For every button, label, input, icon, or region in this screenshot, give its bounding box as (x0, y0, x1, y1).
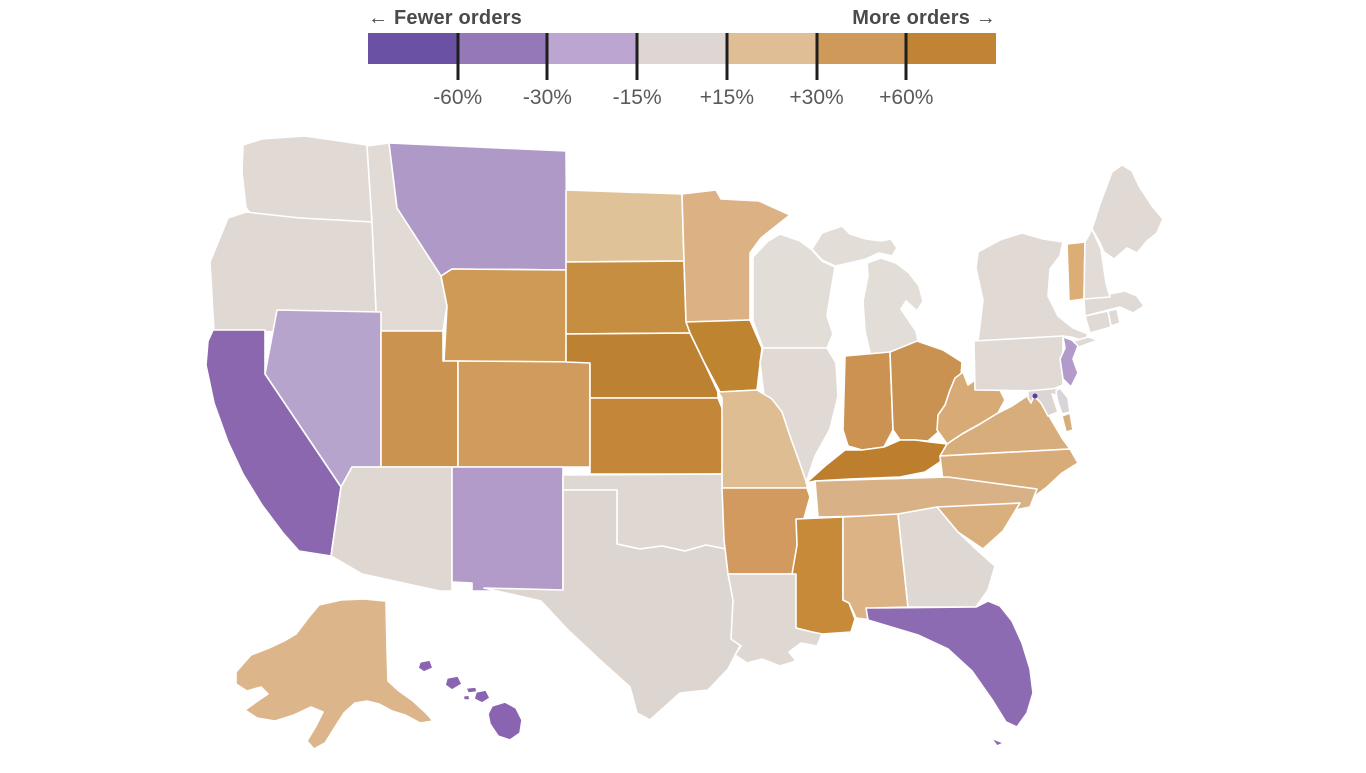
legend-tick-+15% (725, 33, 729, 80)
legend-tick-label--30%: -30% (522, 86, 572, 109)
legend-tick-+30% (815, 33, 819, 80)
state-florida-keys[interactable]: Florida: -60% to -30% (990, 737, 1005, 747)
legend-tick--15% (635, 33, 639, 80)
legend-bin-1 (368, 33, 458, 64)
state-virginia[interactable]: Virginia: +15% to +30% (939, 393, 1071, 457)
state-alabama[interactable]: Alabama: +15% to +30% (842, 513, 909, 621)
state-alaska[interactable]: Alaska: +15% to +30% (235, 598, 434, 750)
state-vermont[interactable]: Vermont: +15% to +30% (1066, 241, 1086, 302)
state-north-dakota[interactable]: North Dakota: +15% to +30% (565, 189, 685, 263)
legend-bin-7 (906, 33, 997, 64)
state-hawaii-maui[interactable]: Hawaii: -60% to -30% (473, 689, 491, 704)
state-new-mexico[interactable]: New Mexico: -30% to -15% (451, 466, 564, 592)
state-colorado[interactable]: Colorado: +30% to +60% (457, 360, 591, 468)
legend-bin-2 (457, 33, 548, 64)
state-kansas[interactable]: Kansas: above +60% (589, 397, 725, 475)
legend-tick--30% (545, 33, 549, 80)
state-indiana[interactable]: Indiana: +30% to +60% (842, 351, 894, 451)
state-south-carolina[interactable]: South Carolina: +15% to +30% (936, 502, 1021, 550)
state-minnesota[interactable]: Minnesota: +15% to +30% (681, 189, 791, 323)
state-california[interactable]: California: -60% to -30% (205, 329, 342, 557)
legend-tick-label--15%: -15% (612, 86, 662, 109)
legend-left-label: ← Fewer orders (368, 7, 522, 29)
legend-direction-labels: ← Fewer orders More orders → (368, 6, 996, 30)
state-arizona[interactable]: Arizona: -15% to +15% (330, 466, 453, 592)
state-rhode-island[interactable]: Rhode Island: -15% to +15% (1107, 308, 1121, 327)
legend-tick-label--60%: -60% (433, 86, 483, 109)
state-michigan-lower-peninsula[interactable]: Michigan: -15% to +15% (862, 257, 924, 358)
state-south-dakota[interactable]: South Dakota: above +60% (565, 260, 691, 335)
state-washington[interactable]: Washington: -15% to +15% (241, 135, 373, 223)
state-new-jersey[interactable]: New Jersey: -30% to -15% (1059, 336, 1079, 388)
state-hawaii-lanai[interactable]: Hawaii: -60% to -30% (462, 694, 471, 701)
legend-right-label: More orders → (852, 7, 996, 29)
legend-bin-6 (816, 33, 907, 64)
state-kentucky[interactable]: Kentucky: above +60% (805, 439, 948, 484)
map-legend: ← Fewer orders More orders → -60% -30% -15… (368, 6, 997, 109)
legend-tick--60% (456, 33, 460, 80)
state-virginia-eastern-shore[interactable]: Virginia: +15% to +30% (1061, 412, 1074, 433)
legend-tick-label-+15%: +15% (699, 86, 754, 109)
state-delaware[interactable]: Delaware: -15% to +15% (1055, 387, 1071, 415)
state-pennsylvania[interactable]: Pennsylvania: -15% to +15% (973, 335, 1064, 392)
state-florida[interactable]: Florida: -60% to -30% (865, 600, 1034, 728)
state-hawaii-big-island[interactable]: Hawaii: -60% to -30% (487, 701, 523, 741)
legend-tick-label-+30%: +30% (789, 86, 844, 109)
state-maine[interactable]: Maine: -15% to +15% (1091, 164, 1164, 260)
legend-bin-5 (726, 33, 817, 64)
state-illinois[interactable]: Illinois: -15% to +15% (759, 347, 839, 484)
legend-bin-4 (637, 33, 727, 64)
state-district-of-columbia[interactable]: District of Columbia: below -60% (1032, 393, 1038, 399)
legend-bin-3 (547, 33, 638, 64)
state-louisiana[interactable]: Louisiana: -15% to +15% (727, 573, 823, 667)
state-hawaii-kauai[interactable]: Hawaii: -60% to -30% (417, 659, 434, 673)
state-michigan-upper-peninsula[interactable]: Michigan: -15% to +15% (811, 225, 898, 267)
legend-tick-+60% (904, 33, 908, 80)
legend-color-bar (368, 33, 997, 64)
state-new-york[interactable]: New York: -15% to +15% (975, 232, 1089, 342)
state-hawaii-oahu[interactable]: Hawaii: -60% to -30% (444, 675, 463, 691)
state-wyoming[interactable]: Wyoming: +30% to +60% (440, 268, 568, 363)
legend-tick-label-+60%: +60% (879, 86, 934, 109)
state-missouri[interactable]: Missouri: +15% to +30% (717, 389, 808, 489)
